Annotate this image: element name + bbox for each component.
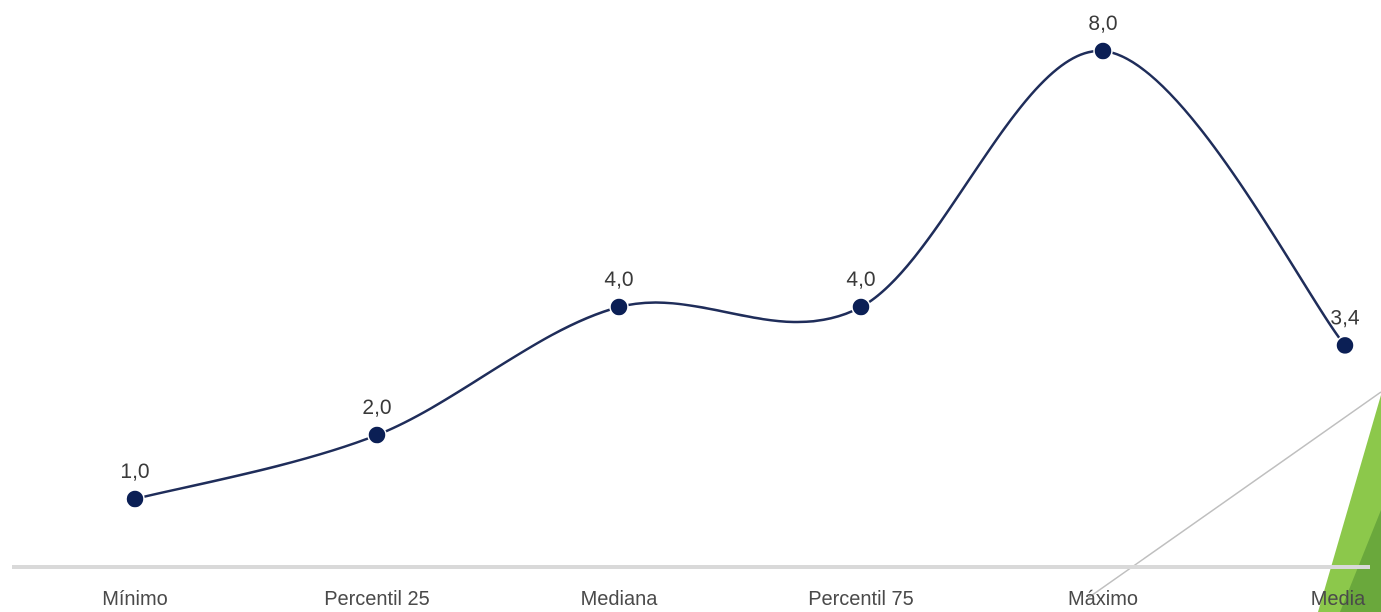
category-label-6: Media bbox=[1311, 588, 1366, 610]
category-label-2: Percentil 25 bbox=[324, 588, 430, 610]
category-label-3: Mediana bbox=[581, 588, 659, 610]
data-label-1: 1,0 bbox=[120, 460, 149, 483]
data-point-3 bbox=[609, 297, 629, 317]
category-label-1: Mínimo bbox=[102, 588, 168, 610]
data-label-5: 8,0 bbox=[1088, 12, 1117, 35]
decor-diagonal-line bbox=[1087, 391, 1381, 599]
data-point-6 bbox=[1335, 335, 1355, 356]
data-point-2 bbox=[367, 425, 387, 445]
decor-green-triangle-dark bbox=[1340, 510, 1381, 612]
data-point-1 bbox=[125, 489, 145, 509]
data-label-2: 2,0 bbox=[362, 396, 391, 419]
data-label-4: 4,0 bbox=[846, 268, 875, 291]
data-label-6: 3,4 bbox=[1330, 306, 1360, 329]
data-point-5 bbox=[1093, 41, 1113, 61]
category-label-4: Percentil 75 bbox=[808, 588, 914, 610]
category-label-5: Máximo bbox=[1068, 588, 1138, 610]
data-label-3: 4,0 bbox=[604, 268, 633, 291]
series-line bbox=[134, 49, 1346, 501]
data-point-4 bbox=[851, 297, 871, 317]
